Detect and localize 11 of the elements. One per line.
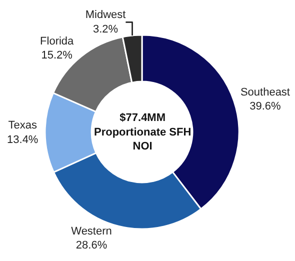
slice-label: Western [71, 225, 112, 238]
data-label: 13.4% [7, 134, 38, 146]
slice-label: Southeast [240, 86, 290, 98]
data-label: 28.6% [76, 240, 108, 252]
text: $77.4MM Proportionate SFH NOI [94, 112, 192, 153]
data-label: 15.2% [41, 50, 73, 62]
slice-label: Midwest [85, 9, 126, 22]
data-label: 39.6% [250, 100, 282, 113]
slice-label: Texas [8, 119, 38, 132]
slice-label: Florida [40, 35, 75, 48]
data-label: 3.2% [92, 23, 118, 36]
